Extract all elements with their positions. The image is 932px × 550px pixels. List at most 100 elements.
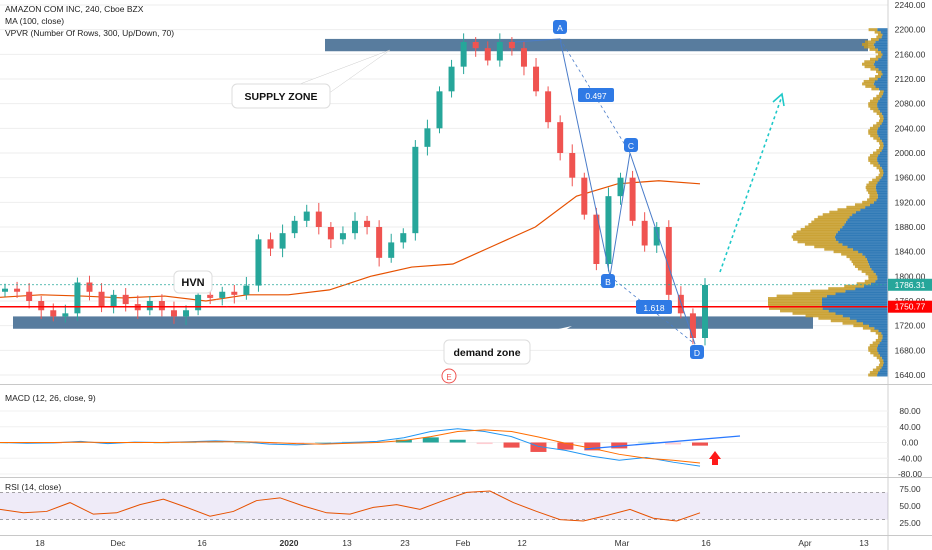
vpvr-bar-up: [826, 294, 888, 298]
vpvr-bar-up: [847, 218, 888, 222]
candle-body: [653, 227, 660, 246]
vpvr-bar-up: [875, 40, 888, 44]
vpvr-bar-up: [883, 361, 888, 365]
macd-hist-bar: [395, 439, 412, 443]
vpvr-bar-down: [879, 171, 884, 175]
vpvr-bar-up: [881, 50, 888, 54]
vpvr-bar-up: [822, 299, 888, 303]
vpvr-bar-down: [792, 292, 836, 296]
vpvr-bar-down: [869, 99, 879, 103]
vpvr-bar-up: [883, 116, 888, 120]
vpvr-bar-up: [867, 260, 888, 264]
price-tick: 1840.00: [895, 247, 926, 257]
macd-tick: -80.00: [898, 469, 922, 479]
vpvr-bar-down: [875, 331, 882, 335]
candle-body: [243, 285, 250, 295]
vpvr-bar-down: [873, 109, 880, 113]
vpvr-bar-down: [868, 28, 878, 32]
vpvr-bar-down: [868, 348, 878, 352]
time-tick: 23: [400, 538, 410, 548]
vpvr-bar-down: [828, 287, 856, 291]
vpvr-bar-up: [874, 79, 888, 83]
vpvr-bar-down: [846, 205, 866, 209]
vpvr-bar-down: [793, 232, 836, 236]
vpvr-bar-up: [877, 343, 888, 347]
candle-body: [545, 91, 552, 123]
time-tick: 13: [859, 538, 869, 548]
vpvr-bar-down: [875, 55, 882, 59]
vpvr-bar-up: [882, 72, 888, 76]
candle-body: [593, 214, 600, 264]
candle-body: [484, 48, 491, 61]
vpvr-bar-down: [833, 250, 859, 254]
vpvr-bar-up: [835, 292, 888, 296]
vpvr-bar-down: [866, 183, 877, 187]
rsi-tick-labels: 75.00 50.00 25.00: [899, 484, 921, 528]
time-axis[interactable]: 18 Dec 16 2020 13 23 Feb 12 Mar 16 Apr 13: [0, 535, 932, 549]
vpvr-bar-down: [877, 52, 883, 56]
vpvr-bar-up: [876, 188, 888, 192]
vpvr-bar-up: [869, 203, 888, 207]
candle-body: [689, 313, 696, 338]
vpvr-bar-up: [849, 215, 888, 219]
vpvr-bar-up: [878, 371, 888, 375]
vpvr-histogram: [768, 28, 888, 377]
projection-arrow-head: [772, 92, 785, 107]
vpvr-bar-down: [873, 163, 880, 167]
price-tick: 1720.00: [895, 321, 926, 331]
vpvr-bar-down: [862, 200, 874, 204]
macd-hist-bar: [368, 441, 385, 443]
vpvr-bar-up: [875, 272, 888, 276]
price-tick: 2160.00: [895, 49, 926, 59]
vpvr-bar-down: [805, 314, 843, 318]
vpvr-bar-down: [854, 264, 870, 268]
vpvr-bar-up: [883, 141, 888, 145]
vpvr-bar-up: [882, 173, 888, 177]
vpvr-bar-down: [862, 326, 875, 330]
candle-body: [158, 301, 165, 311]
macd-tick: 40.00: [899, 422, 921, 432]
candle-body: [170, 310, 177, 317]
rsi-pane: RSI (14, close) 75.00 50.00 25.00: [0, 477, 932, 528]
candle-body: [279, 233, 286, 249]
macd-hist-bar: [234, 442, 251, 444]
vpvr-bar-down: [873, 136, 880, 140]
vpvr-bar-down: [879, 89, 884, 93]
vpvr-bar-up: [873, 62, 888, 66]
candle-body: [122, 294, 129, 305]
vpvr-bar-down: [878, 119, 884, 123]
vpvr-bar-up: [881, 94, 888, 98]
vpvr-bar-up: [842, 314, 888, 318]
macd-line: [0, 428, 701, 467]
vpvr-bar-down: [872, 124, 880, 128]
candle-body: [436, 91, 443, 129]
vpvr-bar-down: [879, 141, 884, 145]
vpvr-bar-down: [824, 247, 853, 251]
vpvr-bar-up: [877, 77, 888, 81]
vpvr-bar-down: [876, 139, 882, 143]
vpvr-bar-down: [800, 227, 840, 231]
demand-zone-callout: demand zone: [443, 326, 572, 365]
macd-hist-bar: [530, 442, 547, 452]
vpvr-bar-down: [868, 346, 878, 350]
vpvr-bar-down: [776, 294, 827, 298]
vpvr-bar-down: [869, 153, 879, 157]
vpvr-bar-down: [870, 329, 879, 333]
price-tick-labels: 2240.00 2200.00 2160.00 2120.00 2080.00 2040.…: [895, 0, 926, 380]
vpvr-bar-down: [879, 114, 884, 118]
vpvr-bar-up: [842, 225, 888, 229]
vpvr-bar-down: [844, 284, 864, 288]
macd-hist-bar: [638, 441, 655, 443]
vpvr-bar-down: [817, 215, 850, 219]
macd-hist-bar: [261, 442, 278, 445]
macd-pane: MACD (12, 26, close, 9) 80.00 40.00 0.00 -4…: [0, 384, 932, 479]
vpvr-bar-up: [877, 102, 888, 106]
last-price-tag-text: 1786.31: [895, 280, 926, 290]
candle-body: [617, 177, 624, 197]
event-marker[interactable]: [441, 368, 457, 384]
vpvr-bar-up: [838, 240, 888, 244]
price-axis[interactable]: 2240.00 2200.00 2160.00 2120.00 2080.00 2040.…: [887, 0, 932, 550]
vpvr-bar-up: [879, 136, 888, 140]
vpvr-bar-down: [876, 356, 882, 360]
vpvr-bar-down: [792, 311, 836, 315]
